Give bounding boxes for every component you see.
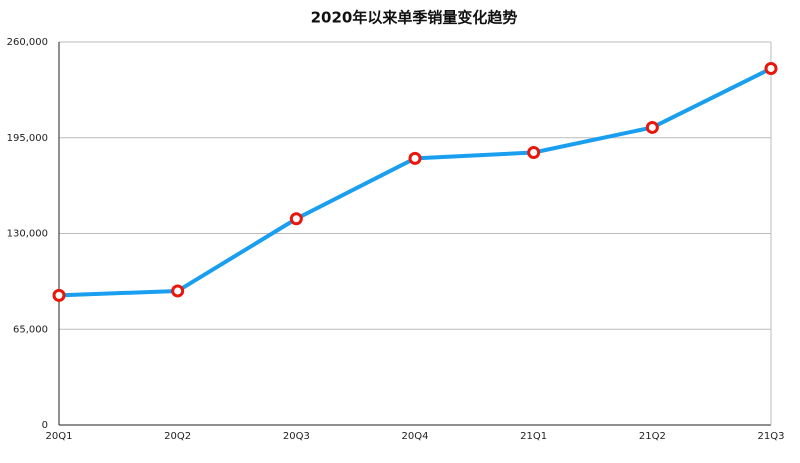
x-tick-label: 20Q3 bbox=[283, 431, 310, 442]
data-point bbox=[52, 288, 66, 302]
data-point bbox=[171, 284, 185, 298]
data-line bbox=[58, 66, 772, 298]
x-tick-label: 20Q1 bbox=[46, 431, 73, 442]
data-point bbox=[527, 145, 541, 159]
data-point bbox=[645, 120, 659, 134]
x-tick-label: 21Q3 bbox=[758, 431, 785, 442]
y-tick-label: 260,000 bbox=[7, 37, 48, 48]
x-tick-label: 20Q2 bbox=[164, 431, 191, 442]
chart-title: 2020年以来单季销量变化趋势 bbox=[311, 9, 518, 27]
y-tick-label: 65,000 bbox=[13, 324, 48, 335]
y-tick-label: 195,000 bbox=[7, 133, 48, 144]
data-point bbox=[764, 62, 778, 76]
x-tick-label: 21Q2 bbox=[639, 431, 666, 442]
data-point bbox=[408, 151, 422, 165]
y-tick-label: 130,000 bbox=[7, 229, 48, 240]
x-tick-label: 21Q1 bbox=[520, 431, 547, 442]
data-point bbox=[289, 212, 303, 226]
x-tick-label: 20Q4 bbox=[402, 431, 429, 442]
y-tick-label: 0 bbox=[42, 420, 48, 431]
